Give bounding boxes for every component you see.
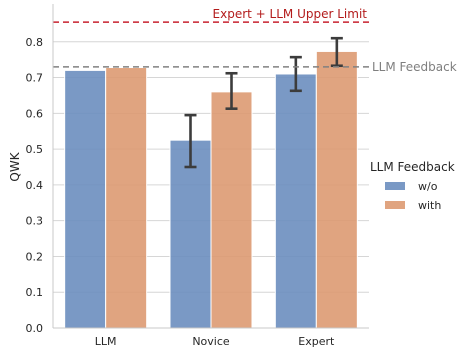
legend-title: LLM Feedback (370, 160, 455, 174)
bar-with-llm (105, 67, 148, 329)
y-tick-label: 0.2 (26, 250, 44, 263)
y-tick-label: 0.1 (26, 286, 44, 299)
bar-wo-llm (64, 69, 107, 329)
bar-with-novice (210, 91, 253, 329)
y-tick-label: 0.0 (26, 322, 44, 335)
y-tick-label: 0.8 (26, 36, 44, 49)
error-bar (289, 55, 302, 93)
x-tick-label: Expert (298, 335, 335, 348)
y-tick-label: 0.3 (26, 215, 44, 228)
upper-limit-label: Expert + LLM Upper Limit (213, 7, 368, 21)
error-bars (184, 36, 343, 169)
legend-label: w/o (418, 180, 438, 193)
x-tick-label: Novice (192, 335, 230, 348)
bars (64, 50, 358, 329)
y-axis-title: QWK (8, 151, 22, 181)
x-tick-label: LLM (95, 335, 117, 348)
reference-lines: Expert + LLM Upper Limit LLM Feedback (53, 7, 457, 74)
y-tick-label: 0.4 (26, 179, 44, 192)
error-bar (184, 113, 197, 169)
error-bar (330, 36, 343, 68)
bar-wo-novice (169, 139, 212, 329)
axes: 0.0 0.1 0.2 0.3 0.4 0.5 0.6 0.7 0.8 LLM Novice Expe… (8, 4, 369, 348)
legend: LLM Feedback w/o with (370, 160, 455, 212)
y-tick-label: 0.6 (26, 107, 44, 120)
legend-swatch (385, 182, 405, 190)
bar-wo-expert (274, 73, 317, 329)
legend-label: with (418, 199, 441, 212)
y-tick-label: 0.7 (26, 72, 44, 85)
error-bar (225, 71, 238, 110)
bar-with-expert (315, 50, 358, 329)
llm-feedback-label: LLM Feedback (372, 60, 457, 74)
legend-swatch (385, 201, 405, 209)
y-tick-label: 0.5 (26, 143, 44, 156)
